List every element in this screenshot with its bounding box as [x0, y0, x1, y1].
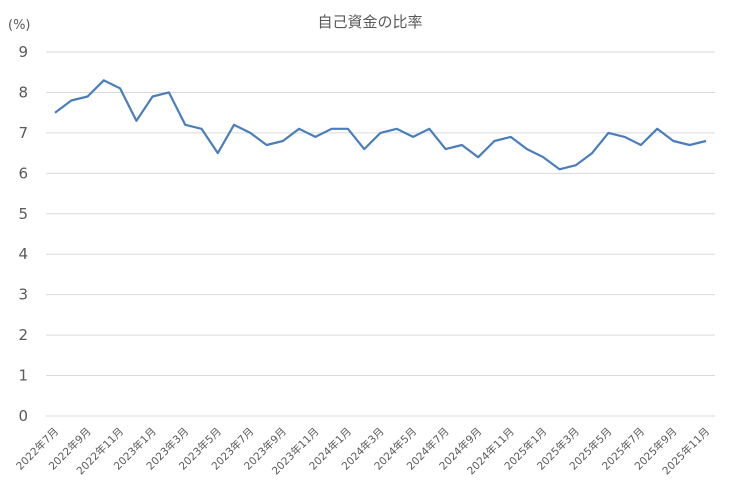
data-point	[558, 167, 562, 171]
data-point	[525, 147, 529, 151]
data-point	[639, 143, 643, 147]
data-point	[509, 135, 513, 139]
data-point	[476, 155, 480, 159]
data-point	[216, 151, 220, 155]
data-point	[688, 143, 692, 147]
data-point	[183, 123, 187, 127]
data-point	[167, 90, 171, 94]
gridlines	[46, 51, 715, 417]
data-point	[395, 127, 399, 131]
y-axis-ticks: 0 1 2 3 4 5 6 7 8 9	[18, 43, 28, 425]
data-point	[330, 127, 334, 131]
data-point	[151, 94, 155, 98]
y-tick-label: 7	[18, 124, 28, 142]
data-point	[69, 99, 73, 103]
y-axis-unit-label: (%)	[8, 18, 31, 33]
data-point	[313, 135, 317, 139]
chart-title: 自己資金の比率	[317, 13, 422, 31]
y-tick-label: 6	[18, 164, 28, 182]
data-point	[118, 86, 122, 90]
data-point	[86, 94, 90, 98]
series-layer	[53, 78, 708, 171]
data-point	[427, 127, 431, 131]
data-point	[232, 123, 236, 127]
y-tick-label: 8	[18, 83, 28, 101]
data-point	[606, 131, 610, 135]
data-point	[460, 143, 464, 147]
data-point	[265, 143, 269, 147]
series-line	[54, 79, 707, 171]
data-point	[704, 139, 708, 143]
data-point	[102, 78, 106, 82]
data-point	[248, 131, 252, 135]
data-point	[53, 111, 57, 115]
data-point	[574, 163, 578, 167]
data-point	[281, 139, 285, 143]
data-point	[362, 147, 366, 151]
y-tick-label: 3	[18, 286, 28, 304]
data-point	[346, 127, 350, 131]
data-point	[655, 127, 659, 131]
data-point	[411, 135, 415, 139]
data-point	[297, 127, 301, 131]
y-tick-label: 5	[18, 205, 28, 223]
y-tick-label: 9	[18, 43, 28, 61]
data-point	[379, 131, 383, 135]
data-point	[590, 151, 594, 155]
data-point	[541, 155, 545, 159]
data-point	[444, 147, 448, 151]
x-axis-ticks: 2022年7月2022年9月2022年11月2023年1月2023年3月2023…	[13, 425, 712, 477]
y-tick-label: 4	[18, 245, 28, 263]
data-point	[492, 139, 496, 143]
data-point	[623, 135, 627, 139]
y-tick-label: 0	[18, 407, 28, 425]
data-point	[199, 127, 203, 131]
y-tick-label: 2	[18, 326, 28, 344]
y-tick-label: 1	[18, 367, 28, 385]
data-point	[134, 119, 138, 123]
data-point	[671, 139, 675, 143]
